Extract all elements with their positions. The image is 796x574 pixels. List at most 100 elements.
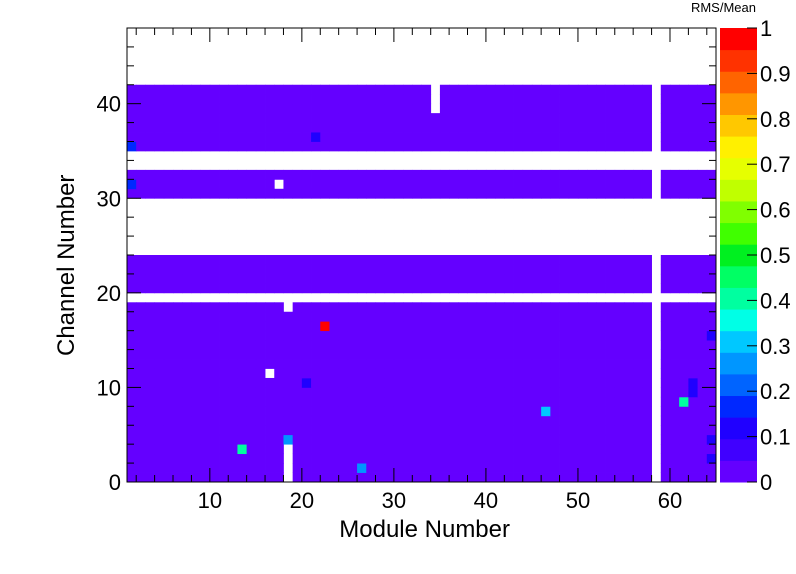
heatmap-cell bbox=[642, 169, 652, 180]
heatmap-cell bbox=[504, 311, 514, 322]
heatmap-cell bbox=[154, 94, 165, 105]
heatmap-cell bbox=[357, 340, 367, 350]
heatmap-cell bbox=[421, 255, 432, 265]
heatmap-cell bbox=[329, 188, 340, 199]
heatmap-cell bbox=[136, 113, 146, 123]
x-axis-title: Module Number bbox=[339, 516, 510, 543]
heatmap-cell bbox=[522, 94, 533, 105]
heatmap-cell bbox=[403, 453, 413, 464]
heatmap-cell bbox=[173, 425, 183, 436]
heatmap-cell bbox=[513, 340, 524, 350]
heatmap-cell bbox=[577, 311, 588, 322]
heatmap-cell bbox=[688, 94, 698, 105]
heatmap-cell bbox=[421, 264, 432, 275]
heatmap-cell bbox=[375, 415, 386, 426]
heatmap-cell bbox=[513, 330, 524, 341]
heatmap-cell bbox=[182, 273, 192, 284]
heatmap-cell bbox=[531, 368, 542, 379]
heatmap-cell bbox=[265, 321, 275, 332]
heatmap-cell bbox=[439, 406, 450, 417]
heatmap-cell bbox=[403, 415, 413, 426]
heatmap-cell bbox=[706, 103, 717, 114]
heatmap-cell bbox=[485, 255, 496, 265]
heatmap-cell bbox=[173, 463, 183, 473]
heatmap-cell bbox=[531, 340, 542, 350]
heatmap-cell bbox=[439, 179, 450, 190]
heatmap-cell bbox=[596, 387, 606, 398]
heatmap-cell bbox=[384, 425, 395, 436]
heatmap-cell bbox=[697, 169, 708, 180]
heatmap-cell bbox=[393, 273, 404, 284]
heatmap-cell bbox=[660, 273, 671, 284]
heatmap-cell bbox=[338, 387, 349, 398]
heatmap-cell bbox=[531, 141, 542, 152]
heatmap-cell bbox=[633, 273, 643, 284]
heatmap-cell bbox=[209, 113, 220, 123]
heatmap-cell bbox=[320, 453, 330, 464]
heatmap-cell bbox=[605, 472, 616, 483]
heatmap-cell bbox=[136, 255, 146, 265]
heatmap-cell bbox=[550, 340, 560, 350]
heatmap-cell bbox=[366, 330, 376, 341]
heatmap-cell bbox=[246, 283, 257, 294]
heatmap-cell bbox=[191, 103, 202, 114]
heatmap-cell bbox=[476, 188, 487, 199]
heatmap-cell bbox=[614, 179, 625, 190]
heatmap-cell bbox=[449, 406, 459, 417]
heatmap-cell bbox=[587, 330, 597, 341]
heatmap-cell bbox=[458, 406, 468, 417]
heatmap-cell bbox=[688, 302, 698, 313]
heatmap-cell bbox=[384, 264, 395, 275]
heatmap-cell bbox=[329, 349, 340, 360]
heatmap-cell bbox=[596, 349, 606, 360]
heatmap-cell bbox=[301, 368, 312, 379]
heatmap-cell bbox=[458, 359, 468, 369]
heatmap-cell bbox=[173, 396, 183, 407]
heatmap-cell bbox=[660, 387, 671, 398]
heatmap-cell bbox=[522, 311, 533, 322]
heatmap-cell bbox=[467, 396, 478, 407]
heatmap-cell bbox=[338, 396, 349, 407]
heatmap-cell bbox=[568, 141, 579, 152]
heatmap-cell bbox=[219, 311, 229, 322]
heatmap-cell bbox=[439, 321, 450, 332]
heatmap-cell bbox=[283, 368, 294, 379]
heatmap-cell bbox=[237, 84, 248, 95]
heatmap-cell bbox=[458, 273, 468, 284]
heatmap-cell bbox=[559, 169, 570, 180]
heatmap-cell bbox=[541, 94, 551, 105]
heatmap-cell bbox=[182, 444, 192, 455]
heatmap-cell bbox=[458, 302, 468, 313]
heatmap-cell bbox=[485, 415, 496, 426]
heatmap-cell bbox=[688, 103, 698, 114]
heatmap-cell bbox=[403, 255, 413, 265]
heatmap-cell bbox=[513, 132, 524, 142]
heatmap-cell bbox=[292, 103, 303, 114]
heatmap-cell bbox=[513, 255, 524, 265]
heatmap-cell bbox=[449, 368, 459, 379]
heatmap-cell bbox=[421, 273, 432, 284]
heatmap-cell bbox=[697, 425, 708, 436]
heatmap-cell bbox=[255, 302, 266, 313]
heatmap-cell bbox=[522, 406, 533, 417]
heatmap-cell bbox=[421, 463, 432, 473]
heatmap-cell bbox=[265, 406, 275, 417]
heatmap-cell bbox=[513, 113, 524, 123]
heatmap-cell bbox=[688, 113, 698, 123]
heatmap-cell bbox=[495, 359, 505, 369]
heatmap-cell bbox=[228, 302, 238, 313]
heatmap-cell bbox=[550, 283, 560, 294]
heatmap-cell bbox=[246, 169, 257, 180]
color-scale-band bbox=[720, 157, 757, 180]
heatmap-cell bbox=[467, 377, 478, 388]
heatmap-cell bbox=[301, 141, 312, 152]
heatmap-cell bbox=[338, 302, 349, 313]
heatmap-cell bbox=[347, 425, 358, 436]
heatmap-cell bbox=[320, 463, 330, 473]
heatmap-cell bbox=[163, 103, 174, 114]
heatmap-cell bbox=[633, 141, 643, 152]
heatmap-cell bbox=[614, 84, 625, 95]
heatmap-cell bbox=[430, 283, 441, 294]
heatmap-cell bbox=[614, 349, 625, 360]
heatmap-cell bbox=[375, 84, 386, 95]
